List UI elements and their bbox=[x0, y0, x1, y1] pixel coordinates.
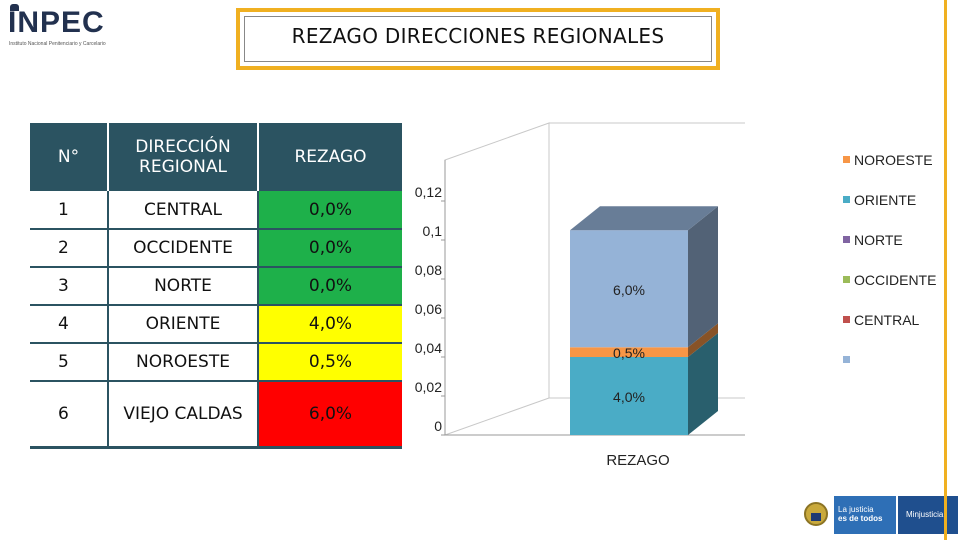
side-wall bbox=[444, 122, 550, 436]
gov-slogan-line2: es de todos bbox=[838, 514, 883, 523]
row-direccion: OCCIDENTE bbox=[107, 229, 259, 268]
government-logo: La justicia es de todos Minjusticia bbox=[798, 496, 958, 534]
row-direccion: VIEJO CALDAS bbox=[107, 381, 259, 449]
row-number: 3 bbox=[30, 267, 108, 306]
row-rezago: 0,0% bbox=[258, 229, 402, 268]
y-tick-label: 0,12 bbox=[415, 184, 442, 200]
rezago-table: N° DIRECCIÓN REGIONAL REZAGO 1 CENTRAL 0… bbox=[30, 123, 402, 449]
data-label: 6,0% bbox=[613, 282, 645, 298]
bar-segment bbox=[570, 347, 688, 357]
ministry-block: Minjusticia bbox=[898, 496, 958, 534]
legend-label: OCCIDENTE bbox=[854, 272, 936, 288]
right-edge-accent bbox=[944, 0, 947, 540]
row-number: 5 bbox=[30, 343, 108, 382]
row-rezago: 0,5% bbox=[258, 343, 402, 382]
row-rezago: 4,0% bbox=[258, 305, 402, 344]
bar-segment bbox=[570, 230, 688, 348]
logo-tagline: Instituto Nacional Penitenciario y Carce… bbox=[9, 41, 106, 47]
logo-dot-icon bbox=[10, 4, 19, 11]
header-number: N° bbox=[30, 123, 109, 191]
row-rezago: 0,0% bbox=[258, 191, 402, 230]
table-row: 3 NORTE 0,0% bbox=[30, 267, 402, 306]
rezago-stacked-bar-chart: 00,020,040,060,080,10,120,0%4,0%0,5%6,0%… bbox=[415, 122, 936, 469]
y-tick-label: 0 bbox=[434, 418, 442, 434]
table-row: 6 VIEJO CALDAS 6,0% bbox=[30, 381, 402, 449]
gov-slogan-line1: La justicia bbox=[838, 505, 874, 514]
y-tick-label: 0,04 bbox=[415, 340, 442, 356]
header-rezago: REZAGO bbox=[258, 123, 402, 191]
legend-label: NORTE bbox=[854, 232, 903, 248]
bar-segment-side bbox=[688, 333, 718, 435]
bar-segment-side bbox=[688, 323, 718, 357]
bar-segment-side bbox=[688, 206, 718, 348]
legend-swatch bbox=[843, 156, 850, 163]
table-header-row: N° DIRECCIÓN REGIONAL REZAGO bbox=[30, 123, 402, 191]
table-row: 4 ORIENTE 4,0% bbox=[30, 305, 402, 344]
row-number: 4 bbox=[30, 305, 108, 344]
coat-of-arms-icon bbox=[804, 502, 828, 526]
row-direccion: NORTE bbox=[107, 267, 259, 306]
ministry-label: Minjusticia bbox=[906, 510, 944, 519]
row-number: 6 bbox=[30, 381, 108, 449]
y-tick-label: 0,08 bbox=[415, 262, 442, 278]
y-tick-label: 0,02 bbox=[415, 379, 442, 395]
table-row: 2 OCCIDENTE 0,0% bbox=[30, 229, 402, 268]
header-direccion: DIRECCIÓN REGIONAL bbox=[108, 123, 259, 191]
row-number: 1 bbox=[30, 191, 108, 230]
table-row: 1 CENTRAL 0,0% bbox=[30, 191, 402, 230]
legend-swatch bbox=[843, 276, 850, 283]
legend-label: NOROESTE bbox=[854, 152, 933, 168]
row-direccion: NOROESTE bbox=[107, 343, 259, 382]
title-inner-border bbox=[244, 16, 712, 62]
legend-label: CENTRAL bbox=[854, 312, 920, 328]
row-rezago: 0,0% bbox=[258, 267, 402, 306]
gov-slogan-block: La justicia es de todos bbox=[834, 496, 896, 534]
y-tick-label: 0,1 bbox=[423, 223, 443, 239]
logo-brand: INPEC bbox=[8, 6, 105, 39]
bar-top-face bbox=[570, 206, 718, 231]
row-direccion: ORIENTE bbox=[107, 305, 259, 344]
row-direccion: CENTRAL bbox=[107, 191, 259, 230]
inpec-logo: INPEC Instituto Nacional Penitenciario y… bbox=[6, 4, 130, 48]
table-row: 5 NOROESTE 0,5% bbox=[30, 343, 402, 382]
legend-swatch bbox=[843, 316, 850, 323]
legend-label: ORIENTE bbox=[854, 192, 916, 208]
row-rezago: 6,0% bbox=[258, 381, 402, 449]
title-frame: REZAGO DIRECCIONES REGIONALES bbox=[236, 8, 720, 70]
y-tick-label: 0,06 bbox=[415, 301, 442, 317]
row-number: 2 bbox=[30, 229, 108, 268]
legend-swatch bbox=[843, 356, 850, 363]
data-label: 4,0% bbox=[613, 389, 645, 405]
page-title: REZAGO DIRECCIONES REGIONALES bbox=[291, 24, 665, 48]
legend-swatch bbox=[843, 196, 850, 203]
bar-segment bbox=[570, 357, 688, 435]
data-label: 0,5% bbox=[613, 345, 645, 361]
x-category-label: REZAGO bbox=[606, 452, 669, 469]
legend-swatch bbox=[843, 236, 850, 243]
